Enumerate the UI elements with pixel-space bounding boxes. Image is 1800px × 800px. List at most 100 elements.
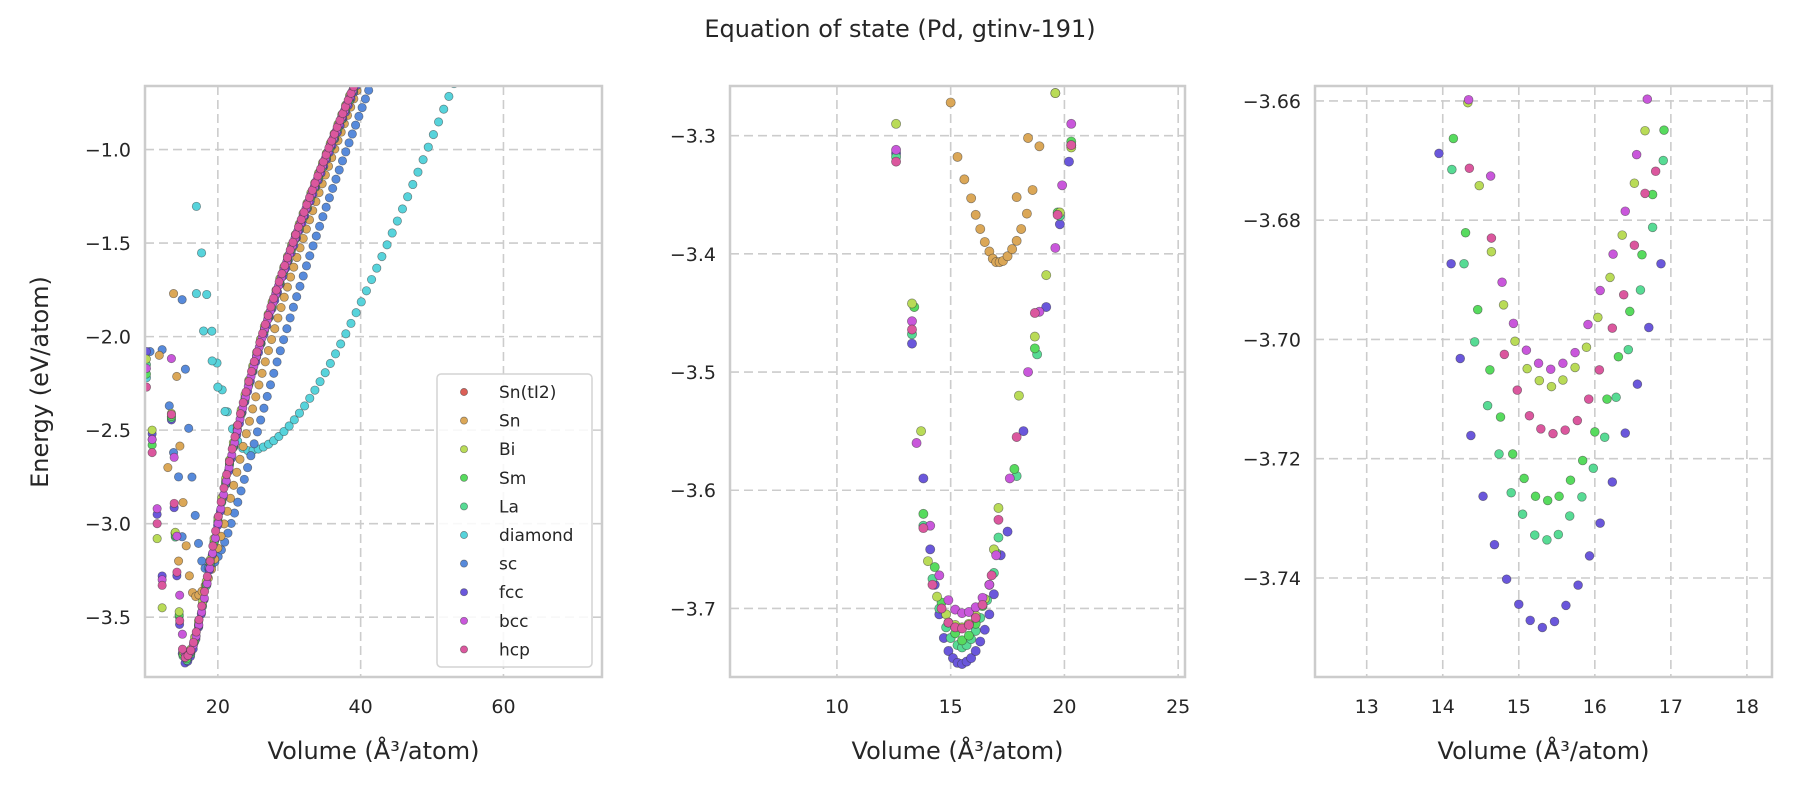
- data-point: [372, 30, 380, 38]
- data-point: [184, 423, 194, 433]
- data-point: [1572, 415, 1583, 426]
- data-point: [277, 269, 287, 279]
- data-point: [376, 21, 384, 29]
- data-point: [166, 409, 176, 420]
- data-point: [197, 601, 207, 611]
- data-point: [1494, 449, 1504, 459]
- scatter-points: [1434, 94, 1669, 633]
- data-point: [1644, 322, 1654, 333]
- data-point: [334, 165, 344, 175]
- data-point: [380, 8, 388, 16]
- data-point: [371, 69, 379, 77]
- data-point: [230, 432, 240, 442]
- data-point: [369, 36, 377, 44]
- x-tick-label: 18: [1735, 696, 1759, 718]
- x-tick-label: 15: [939, 696, 963, 718]
- data-point: [354, 73, 362, 81]
- data-point: [177, 295, 187, 305]
- data-point: [238, 398, 248, 408]
- data-point: [1637, 250, 1647, 260]
- data-point: [380, 13, 388, 21]
- data-point: [357, 63, 365, 71]
- data-point: [384, 35, 392, 43]
- legend-label: fcc: [499, 583, 524, 603]
- legend-label: Sn: [499, 412, 521, 432]
- data-point: [174, 607, 184, 617]
- data-point: [353, 76, 361, 84]
- data-point: [362, 53, 370, 61]
- subplots: 20 40 60 −1.0 −1.5 −2.0 −2.5 −3.0 −3.5 Volume (Å³…: [85, 8, 1774, 765]
- data-point: [444, 91, 454, 101]
- data-point: [337, 156, 348, 166]
- data-point: [1510, 336, 1520, 346]
- data-point: [1640, 125, 1650, 136]
- data-point: [263, 311, 273, 321]
- data-point: [376, 22, 384, 30]
- data-point: [1548, 428, 1558, 439]
- data-point: [375, 30, 383, 38]
- data-point: [460, 54, 468, 62]
- data-point: [382, 240, 392, 250]
- data-point: [1066, 140, 1077, 151]
- series-hcp: [1464, 163, 1661, 439]
- data-point: [936, 603, 947, 614]
- x-tick-label: 25: [1166, 696, 1190, 718]
- y-tick-label: −3.5: [670, 362, 716, 384]
- data-point: [376, 21, 384, 29]
- data-point: [288, 302, 298, 312]
- data-point: [1507, 449, 1518, 459]
- data-point: [1050, 88, 1061, 99]
- data-point: [1508, 318, 1519, 329]
- data-point: [259, 403, 269, 413]
- data-point: [300, 401, 310, 411]
- data-point: [1553, 529, 1564, 540]
- data-point: [1469, 337, 1480, 347]
- data-point: [315, 221, 325, 231]
- data-point: [381, 15, 389, 23]
- data-point: [374, 23, 382, 31]
- chart-title: Equation of state (Pd, gtinv-191): [704, 15, 1095, 43]
- data-point: [174, 472, 184, 482]
- data-point: [288, 237, 298, 247]
- data-point: [360, 94, 370, 104]
- data-point: [321, 202, 331, 212]
- data-point: [1611, 392, 1621, 403]
- y-axis-label: Energy (eV/atom): [26, 276, 54, 488]
- data-point: [1558, 375, 1568, 385]
- legend-marker: [460, 531, 468, 539]
- series-hcp: [145, 23, 382, 663]
- data-point: [147, 425, 157, 435]
- data-point: [291, 230, 301, 240]
- data-point: [188, 637, 199, 647]
- data-point: [362, 62, 370, 70]
- data-point: [1499, 349, 1510, 360]
- data-point: [1455, 353, 1465, 364]
- data-point: [360, 62, 368, 70]
- legend-label: diamond: [499, 526, 573, 546]
- data-point: [263, 346, 273, 356]
- data-point: [305, 393, 315, 403]
- data-point: [187, 472, 197, 482]
- data-point: [434, 117, 444, 127]
- data-point: [1599, 432, 1610, 443]
- data-point: [361, 59, 369, 67]
- data-point: [1620, 428, 1630, 438]
- data-point: [470, 28, 478, 36]
- data-point: [907, 298, 917, 309]
- data-point: [175, 616, 185, 626]
- data-point: [943, 617, 954, 628]
- data-point: [1561, 600, 1571, 611]
- data-point: [1041, 302, 1052, 312]
- data-point: [918, 508, 929, 519]
- data-point: [357, 68, 365, 76]
- data-point: [1524, 411, 1535, 421]
- data-point: [1588, 463, 1599, 474]
- data-point: [357, 67, 365, 75]
- data-point: [1642, 94, 1653, 104]
- data-point: [1472, 304, 1483, 315]
- data-point: [271, 285, 281, 295]
- legend-box: [436, 373, 593, 668]
- series-bcc: [891, 118, 1077, 619]
- legend-label: bcc: [499, 612, 528, 632]
- data-point: [1007, 244, 1018, 255]
